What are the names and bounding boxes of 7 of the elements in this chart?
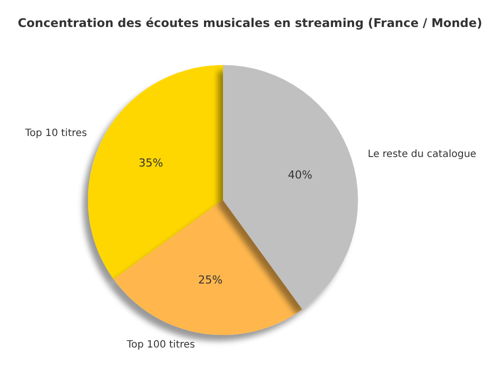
data-label: 40% — [288, 168, 312, 182]
slice-label: Top 10 titres — [24, 128, 88, 139]
chart-title: Concentration des écoutes musicales en streaming (France / Monde) — [18, 16, 482, 30]
slice-label: Le reste du catalogue — [368, 149, 476, 160]
data-label: 35% — [138, 156, 164, 170]
slice-label: Top 100 titres — [126, 340, 196, 351]
data-label: 25% — [198, 274, 223, 287]
